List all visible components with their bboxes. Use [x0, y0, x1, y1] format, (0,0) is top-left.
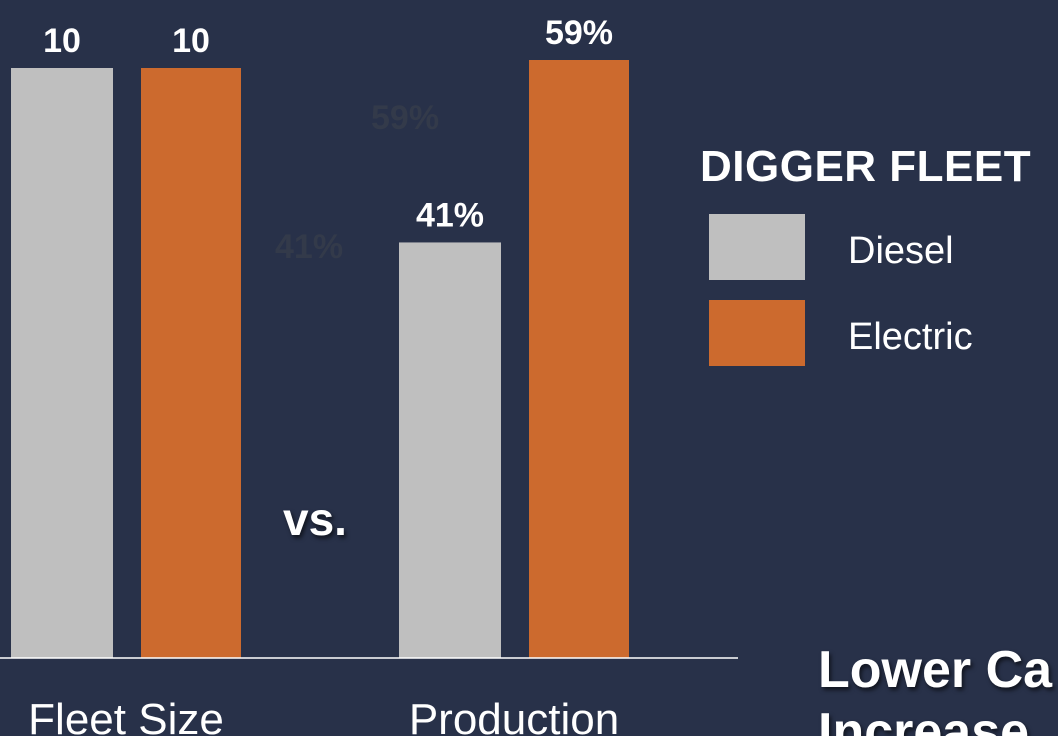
category-label-production: Production: [409, 695, 619, 736]
data-label-electric-fleet-size: 10: [172, 22, 210, 60]
legend-swatch-electric: [709, 300, 805, 366]
legend-label-diesel: Diesel: [848, 230, 954, 272]
footer-line-2: Increase: [818, 703, 1030, 736]
bar-diesel-fleet-size: [11, 68, 113, 658]
ghost-label-diesel-production: 41%: [275, 228, 344, 266]
data-label-diesel-production: 41%: [416, 196, 484, 234]
legend-swatch-diesel: [709, 214, 805, 280]
data-labels-layer: 10 10 41% 59%: [43, 14, 613, 234]
legend-title: DIGGER FLEET: [700, 142, 1032, 191]
category-label-fleet-size: Fleet Size: [28, 695, 224, 736]
bar-diesel-production: [399, 242, 501, 658]
bar-electric-production: [529, 60, 629, 658]
data-label-diesel-fleet-size: 10: [43, 22, 81, 60]
bars-layer: [11, 60, 629, 658]
data-label-electric-production: 59%: [545, 14, 613, 52]
category-labels-layer: Fleet Size Production: [28, 695, 619, 736]
bar-electric-fleet-size: [141, 68, 241, 658]
footer-line-1: Lower Ca: [818, 641, 1053, 699]
vs-text: vs.: [283, 493, 347, 545]
legend-label-electric: Electric: [848, 316, 973, 358]
ghost-label-electric-production: 59%: [371, 99, 440, 137]
